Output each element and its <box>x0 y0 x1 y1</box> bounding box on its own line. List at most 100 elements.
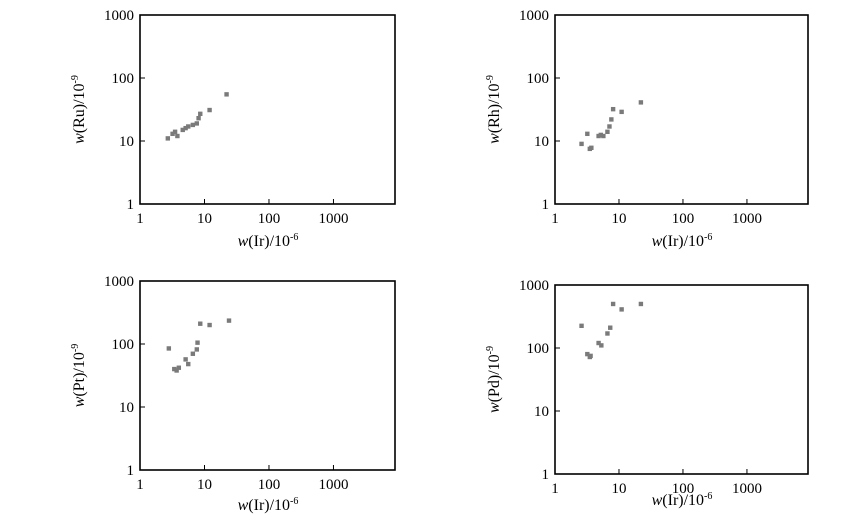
y-tick-label: 100 <box>527 341 550 357</box>
y-tick-label: 10 <box>534 134 549 150</box>
data-point <box>601 133 606 139</box>
data-point <box>207 322 212 328</box>
data-point <box>194 121 200 126</box>
x-axis-label-var: w <box>238 497 249 514</box>
data-point <box>598 132 604 138</box>
data-point <box>589 145 594 150</box>
x-axis-label: w(Ir)/10-6 <box>652 491 713 509</box>
y-tick-label: 100 <box>112 337 135 353</box>
y-axis-label-var: w <box>486 402 503 413</box>
x-axis-label: w(Ir)/10-6 <box>238 496 299 514</box>
data-point <box>585 351 590 357</box>
y-tick-label: 1 <box>127 197 135 213</box>
data-point <box>186 124 191 129</box>
y-axis-label-text: (Rh)/10 <box>486 83 503 133</box>
x-axis-label-exp: -6 <box>290 496 298 507</box>
y-axis-label-var: w <box>71 133 88 144</box>
data-point <box>596 340 601 346</box>
y-tick-label: 1000 <box>104 8 134 24</box>
plot-frame <box>139 14 396 205</box>
x-axis-label-var: w <box>652 233 663 250</box>
x-axis-label-text: (Ir)/10 <box>662 233 704 250</box>
x-tick-label: 1 <box>136 211 144 227</box>
y-axis-label-var: w <box>71 396 88 407</box>
x-tick-label: 1000 <box>318 477 348 493</box>
y-axis-label-text: (Ru)/10 <box>71 83 88 133</box>
x-tick-label: 100 <box>258 211 281 227</box>
data-point <box>619 307 624 312</box>
plot-frame <box>139 280 396 471</box>
x-axis-label-text: (Ir)/10 <box>662 492 704 509</box>
x-axis-label: w(Ir)/10-6 <box>238 232 299 250</box>
data-point <box>170 131 175 137</box>
y-axis-label: w(Ru)/10-9 <box>70 75 88 144</box>
y-tick-label: 100 <box>527 71 550 87</box>
data-point <box>605 129 610 134</box>
x-tick-label: 100 <box>672 481 695 497</box>
x-axis-label-exp: -6 <box>290 232 298 243</box>
x-tick-label: 1 <box>551 481 559 497</box>
x-tick-label: 1 <box>551 211 559 227</box>
data-point <box>596 133 601 139</box>
x-axis-label-exp: -6 <box>704 232 712 243</box>
data-point <box>174 368 179 373</box>
data-point <box>224 92 229 97</box>
y-tick-label: 1 <box>542 467 550 483</box>
x-tick-label: 100 <box>258 477 281 493</box>
data-point <box>585 131 590 137</box>
data-point <box>609 117 614 122</box>
x-tick-label: 100 <box>672 211 695 227</box>
y-tick-label: 1000 <box>104 274 134 290</box>
x-axis-label-exp: -6 <box>704 491 712 502</box>
x-axis-label-var: w <box>238 233 249 250</box>
data-point <box>579 141 584 147</box>
data-point <box>207 107 212 113</box>
x-tick-label: 1000 <box>732 481 762 497</box>
data-point <box>607 124 612 129</box>
y-tick-label: 1 <box>127 463 135 479</box>
y-axis-label-exp: -9 <box>485 346 496 354</box>
data-point <box>610 106 616 112</box>
data-point <box>638 301 644 307</box>
data-point <box>195 340 200 345</box>
data-point <box>226 318 232 323</box>
x-tick-label: 1 <box>136 477 144 493</box>
data-point <box>198 321 203 326</box>
y-axis-label-exp: -9 <box>70 344 81 352</box>
x-axis-label: w(Ir)/10-6 <box>652 232 713 250</box>
y-tick-label: 10 <box>534 404 549 420</box>
y-axis-label: w(Pt)/10-9 <box>70 344 88 407</box>
data-point <box>579 323 584 329</box>
x-tick-label: 1000 <box>318 211 348 227</box>
data-point <box>186 361 191 367</box>
y-axis-label-text: (Pd)/10 <box>486 354 503 402</box>
plot-frame <box>554 14 809 205</box>
data-point <box>610 301 616 307</box>
data-point <box>172 366 177 372</box>
y-axis-label-exp: -9 <box>485 75 496 83</box>
data-point <box>190 122 196 128</box>
y-axis-label-var: w <box>486 133 503 144</box>
data-point <box>190 351 196 356</box>
y-tick-label: 10 <box>119 134 134 150</box>
data-point <box>172 129 178 134</box>
data-point <box>588 353 593 359</box>
y-tick-label: 1 <box>542 197 550 213</box>
x-tick-label: 10 <box>611 211 626 227</box>
data-point <box>183 357 188 362</box>
data-point <box>619 109 624 115</box>
data-point <box>638 100 644 105</box>
y-tick-label: 1000 <box>519 8 549 24</box>
data-point <box>175 133 180 139</box>
chart-panel-pd: 1 10 100 1000 1 10 100 1000 w(Ir)/10-6 w(Pd)/10-9 <box>485 278 809 509</box>
y-tick-label: 1000 <box>519 278 549 294</box>
y-axis-label-text: (Pt)/10 <box>71 352 88 396</box>
x-axis-label-text: (Ir)/10 <box>248 233 290 250</box>
data-point <box>196 116 201 121</box>
x-tick-label: 10 <box>611 481 626 497</box>
x-tick-label: 10 <box>197 477 212 493</box>
